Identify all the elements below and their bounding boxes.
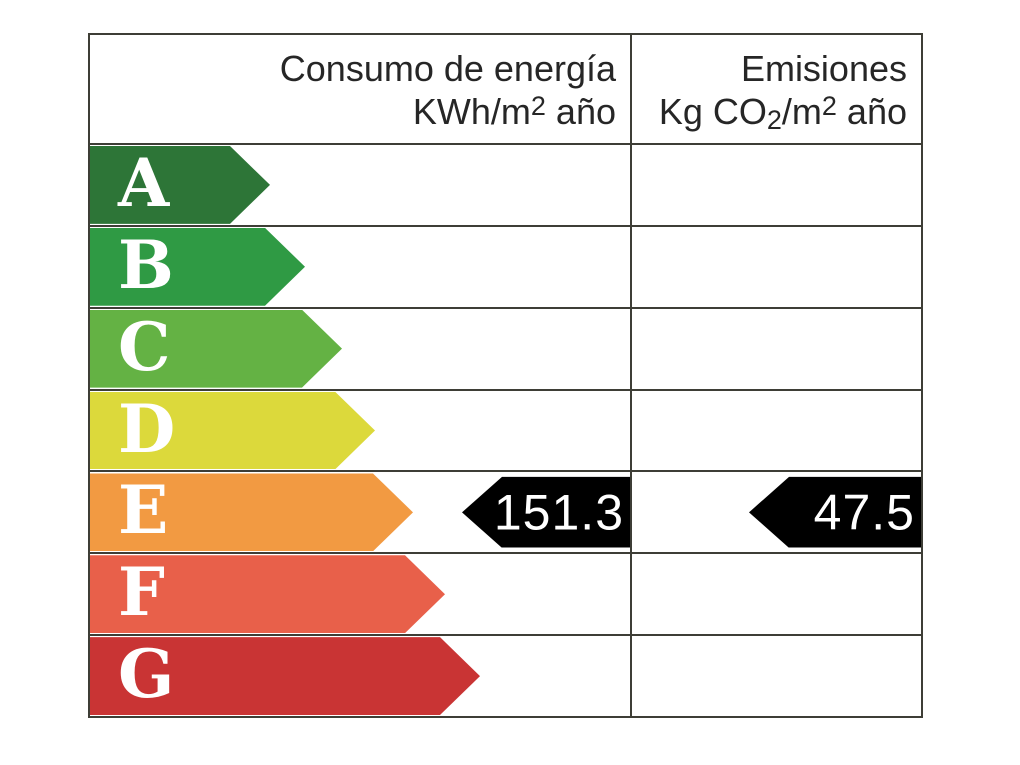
emissions-cell: [632, 309, 921, 389]
consumption-cell: G: [90, 636, 632, 717]
rating-arrow-D: D: [90, 392, 375, 470]
rating-letter: G: [118, 635, 175, 714]
emissions-cell: [632, 391, 921, 471]
rating-row: E 151.3 47.5: [90, 472, 921, 555]
rating-letter: E: [118, 471, 169, 550]
rating-row: C: [90, 308, 921, 391]
rating-row: F: [90, 554, 921, 637]
superscript-2: 2: [821, 91, 837, 121]
rating-arrow-G: G: [90, 637, 480, 715]
consumption-value-marker: 151.3: [462, 476, 630, 548]
consumption-cell: F: [90, 554, 632, 635]
consumption-cell: D: [90, 390, 632, 471]
consumption-header-line1: Consumo de energía: [279, 48, 616, 89]
consumption-cell: B: [90, 226, 632, 307]
rating-arrow-E: E: [90, 473, 413, 551]
emissions-header-line1: Emisiones: [740, 48, 907, 89]
emissions-cell: [632, 554, 921, 634]
emissions-cell: 47.5: [632, 472, 921, 552]
consumption-value: 151.3: [493, 484, 624, 541]
rating-letter: F: [118, 553, 165, 632]
rating-row: A: [90, 145, 921, 227]
consumption-cell: E 151.3: [90, 472, 632, 553]
consumption-header-line2: KWh/m2 año: [412, 91, 616, 132]
consumption-header: Consumo de energía KWh/m2 año: [90, 35, 632, 143]
superscript-2: 2: [530, 91, 546, 121]
consumption-cell: A: [90, 145, 632, 225]
rating-row: G: [90, 636, 921, 717]
rating-arrow-F: F: [90, 555, 445, 633]
consumption-cell: C: [90, 308, 632, 389]
rating-row: B: [90, 226, 921, 309]
rating-arrow-C: C: [90, 310, 342, 388]
emissions-cell: [632, 227, 921, 307]
rating-arrow-A: A: [90, 146, 270, 224]
table-header: Consumo de energía KWh/m2 año Emisiones …: [90, 35, 921, 145]
rating-table: Consumo de energía KWh/m2 año Emisiones …: [88, 33, 923, 718]
rating-letter: D: [118, 389, 176, 468]
rating-rows: A B C D E 151.3 47.5 F G: [90, 145, 921, 717]
emissions-value: 47.5: [813, 484, 915, 541]
rating-letter: B: [118, 225, 174, 304]
emissions-header: Emisiones Kg CO2/m2 año: [632, 35, 921, 143]
rating-row: D: [90, 390, 921, 473]
subscript-2: 2: [766, 105, 782, 135]
emissions-header-line2: Kg CO2/m2 año: [658, 91, 907, 135]
emissions-value-marker: 47.5: [749, 476, 921, 548]
rating-arrow-B: B: [90, 228, 305, 306]
emissions-cell: [632, 145, 921, 225]
rating-letter: A: [118, 143, 170, 222]
emissions-cell: [632, 636, 921, 716]
rating-letter: C: [118, 307, 171, 386]
